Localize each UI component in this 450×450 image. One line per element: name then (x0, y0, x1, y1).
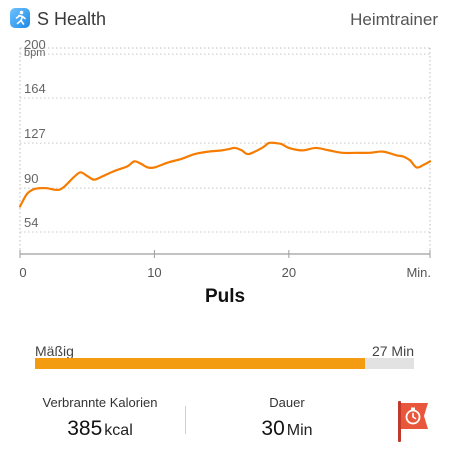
flag-stopwatch-icon (398, 401, 428, 442)
calories-label: Verbrannte Kalorien (42, 395, 158, 410)
duration-value: 30 (261, 417, 285, 440)
stats-divider (185, 406, 186, 434)
x-tick-label: 20 (282, 265, 296, 280)
intensity-progress-bar (35, 358, 414, 369)
intensity-duration: 27 Min (371, 343, 414, 359)
y-tick-label: 127 (24, 126, 46, 141)
calories-stat: Verbrannte Kalorien 385 kcal (15, 394, 185, 444)
duration-label: Dauer (269, 395, 305, 410)
chart-title: Puls (204, 286, 246, 307)
y-tick-label: 164 (24, 81, 46, 96)
intensity-label: Mäßig (35, 343, 74, 359)
app-header: S Health Heimtrainer (0, 0, 450, 38)
duration-unit: Min (286, 422, 313, 439)
s-health-app-icon (10, 8, 30, 28)
flag-stopwatch-button[interactable] (394, 398, 432, 444)
heart-rate-series-line (18, 141, 432, 208)
y-tick-label: 200 (24, 38, 46, 52)
x-tick-label: 10 (147, 265, 161, 280)
y-tick-label: 90 (24, 171, 38, 186)
exercise-type: Heimtrainer (350, 10, 438, 29)
duration-stat: Dauer 30 Min (202, 394, 372, 444)
heart-rate-chart: 200 164 127 90 54 bpm 0 10 20 Min. (18, 38, 432, 280)
x-tick-label: 0 (19, 265, 26, 280)
y-axis-label: bpm (24, 47, 45, 59)
calories-unit: kcal (104, 422, 133, 439)
x-axis-unit-label: Min. (406, 265, 431, 280)
app-title: S Health (37, 9, 107, 29)
intensity-progress-fill (35, 358, 365, 369)
calories-value: 385 (67, 417, 103, 440)
y-tick-label: 54 (24, 215, 38, 230)
